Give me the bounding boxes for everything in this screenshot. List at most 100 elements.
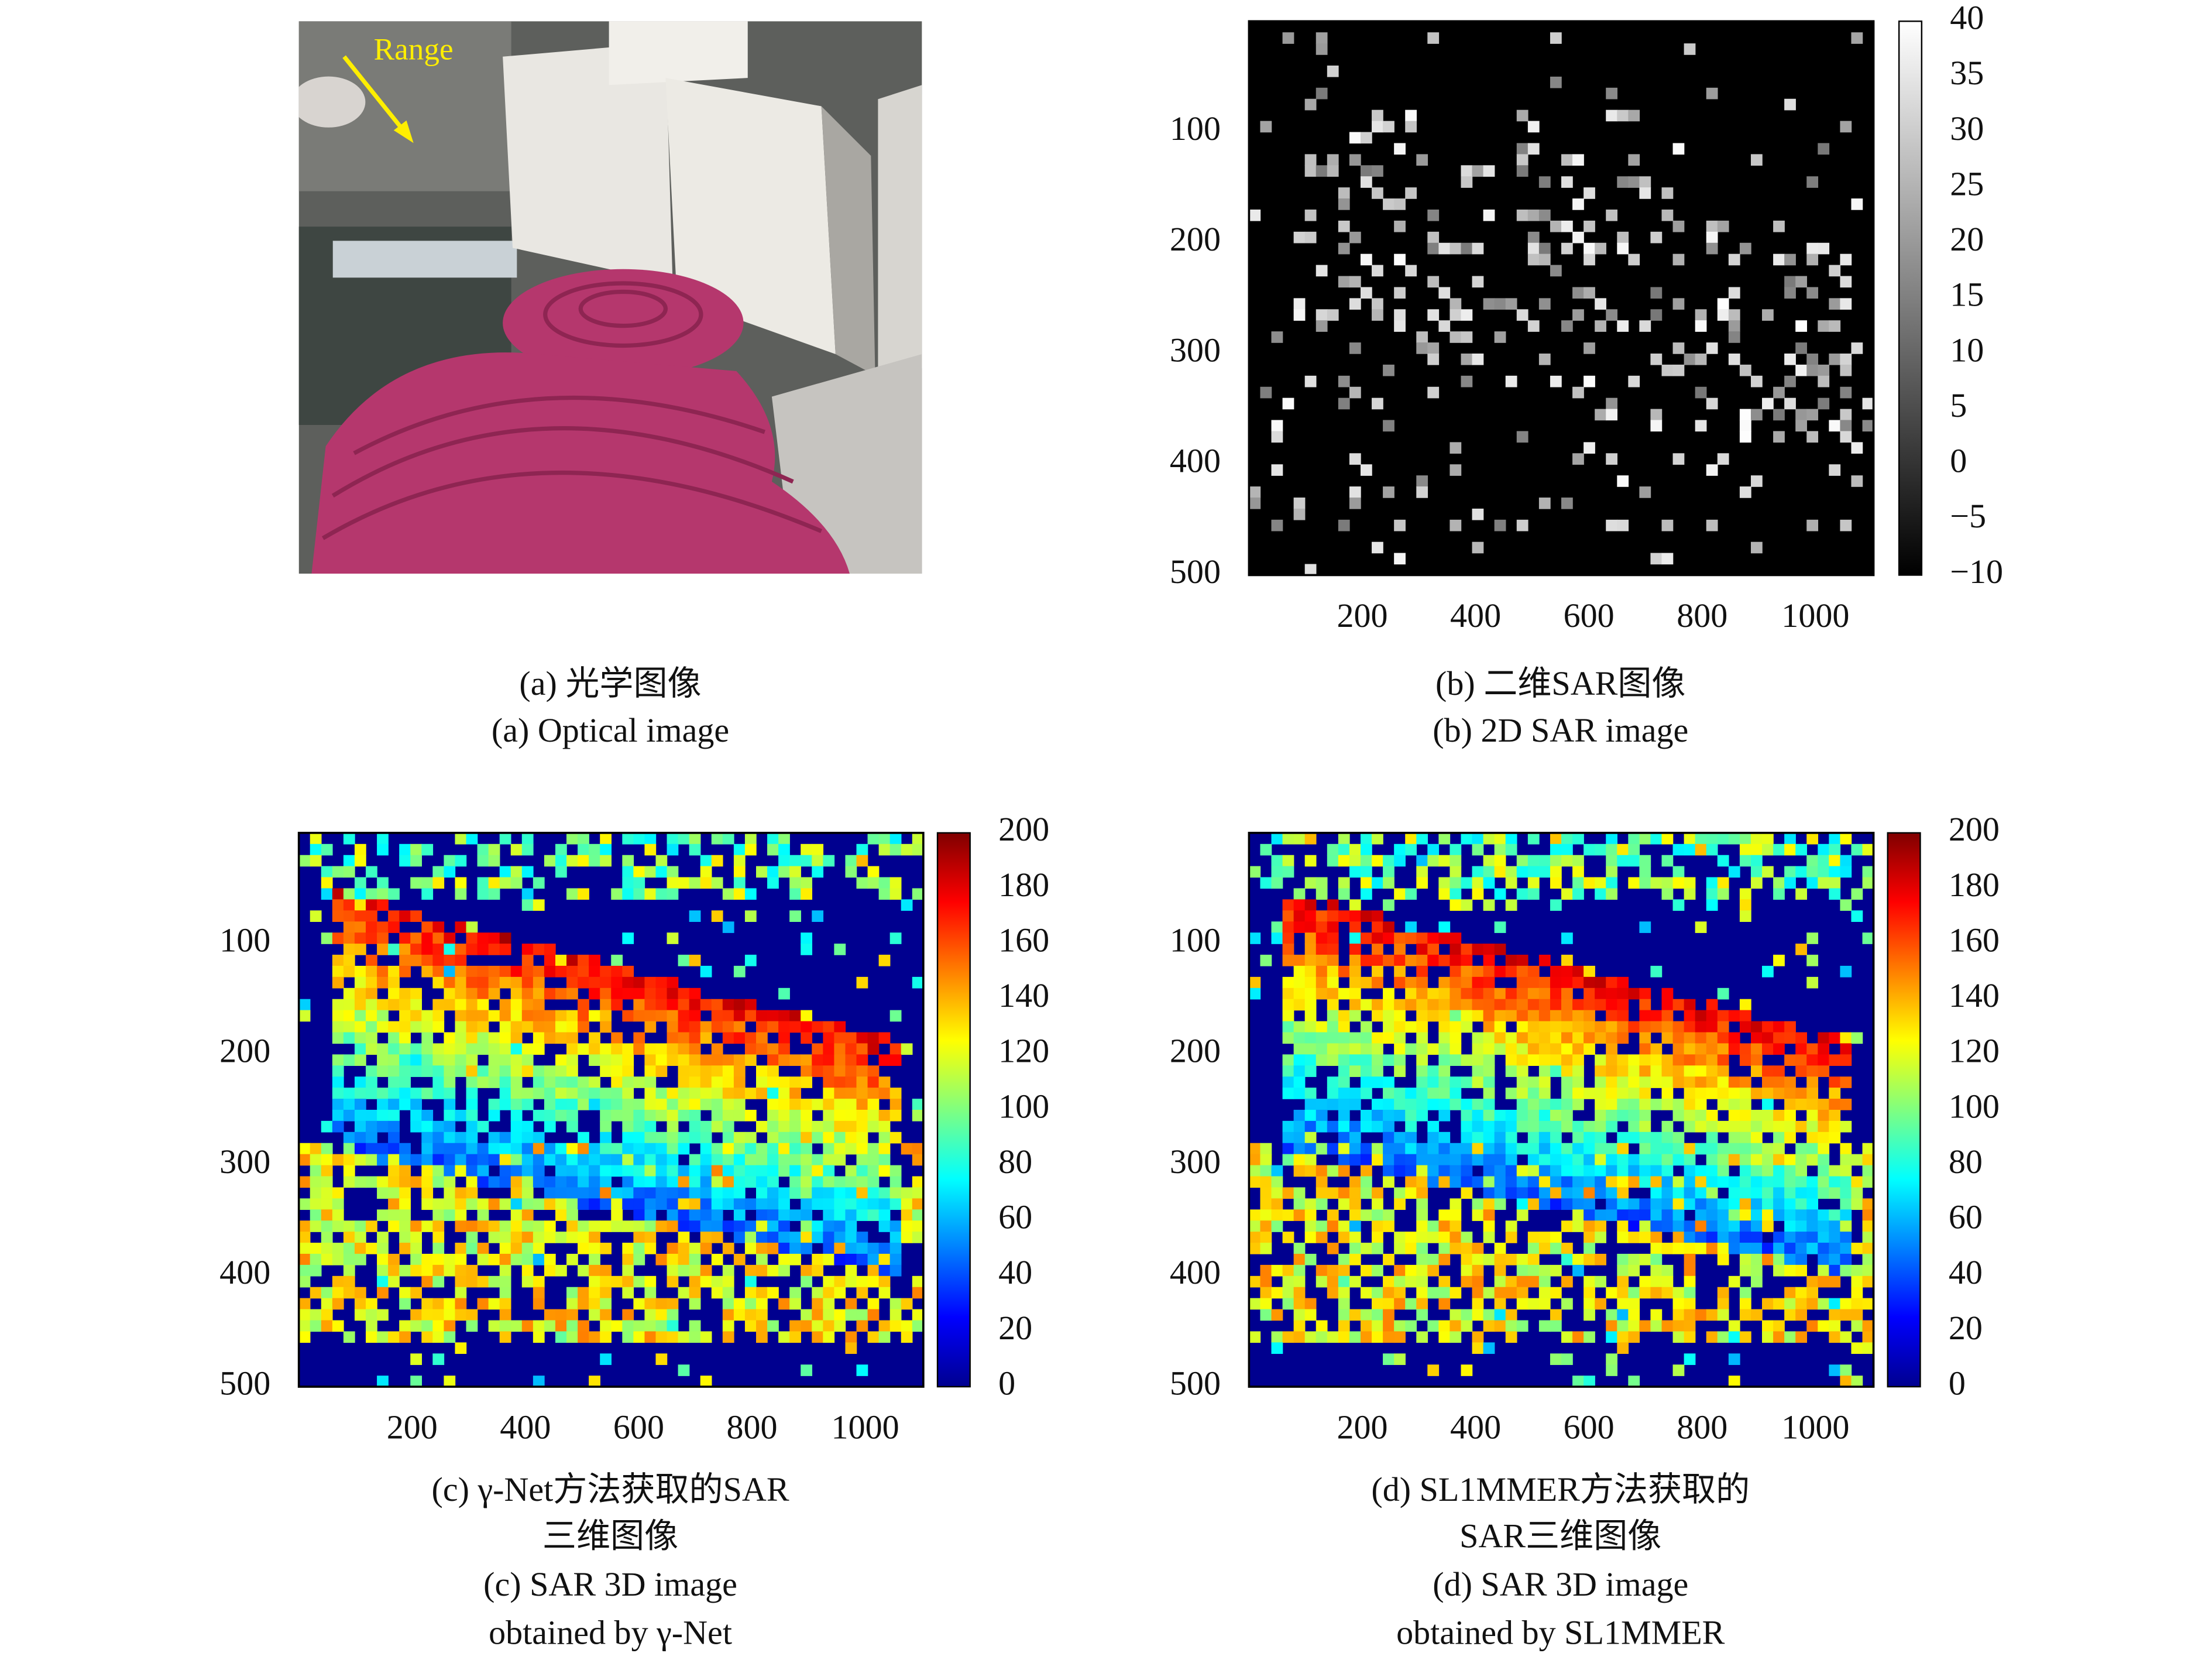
pixel (1739, 1054, 1751, 1066)
pixel (878, 888, 891, 900)
pixel (1483, 899, 1495, 911)
pixel (1606, 309, 1618, 321)
pixel (321, 1253, 333, 1266)
pixel (622, 1331, 634, 1343)
pixel (589, 843, 600, 856)
pixel (1784, 253, 1796, 266)
pixel (1405, 1143, 1417, 1155)
pixel (1372, 921, 1383, 933)
pixel (444, 1376, 456, 1387)
pixel (1795, 276, 1807, 288)
pixel (1706, 1054, 1718, 1066)
pixel (1516, 1120, 1529, 1133)
pixel (1405, 1088, 1417, 1099)
pixel (1717, 1243, 1729, 1254)
pixel (689, 955, 701, 966)
pixel (1427, 1320, 1440, 1332)
pixel (755, 1331, 768, 1343)
pixel (377, 1043, 389, 1055)
pixel (1851, 1187, 1863, 1199)
pixel (1572, 1131, 1584, 1144)
pixel (499, 1220, 511, 1232)
pixel (1806, 242, 1819, 255)
pixel (1315, 265, 1328, 277)
pixel (343, 965, 355, 978)
pixel (1416, 1099, 1428, 1110)
pixel (354, 1021, 366, 1033)
pixel (1728, 331, 1740, 343)
pixel (1527, 1165, 1540, 1177)
pixel (901, 1187, 913, 1199)
pixel (1617, 1165, 1629, 1177)
pixel (767, 866, 779, 878)
pixel (1271, 932, 1283, 944)
pixel (1572, 1143, 1584, 1155)
x-tick-label: 1000 (1781, 596, 1849, 635)
pixel (1762, 1209, 1774, 1221)
pixel (812, 855, 824, 867)
pixel (1405, 1120, 1417, 1133)
pixel (1672, 1209, 1685, 1221)
pixel (1684, 1065, 1696, 1077)
pixel (1851, 442, 1863, 454)
pixel (499, 1253, 511, 1266)
pixel (488, 1298, 500, 1310)
pixel (744, 1309, 757, 1321)
pixel (1829, 1076, 1841, 1088)
pixel (1394, 220, 1406, 232)
pixel (1650, 1076, 1663, 1088)
pixel (801, 1109, 813, 1122)
pixel (1394, 999, 1406, 1011)
pixel (1527, 209, 1540, 221)
pixel (1851, 888, 1863, 900)
pixel (812, 1220, 824, 1232)
pixel (801, 1176, 813, 1188)
pixel (1550, 265, 1562, 277)
pixel (1249, 1298, 1261, 1310)
pixel (1862, 1298, 1874, 1310)
pixel (1450, 976, 1462, 989)
pixel (1739, 1298, 1751, 1310)
pixel (856, 1364, 868, 1376)
pixel (432, 1076, 445, 1088)
pixel (1516, 1253, 1529, 1266)
pixel (1684, 1187, 1696, 1199)
pixel (1260, 1309, 1272, 1321)
x-tick-label: 800 (1677, 596, 1727, 635)
pixel (566, 888, 578, 900)
pixel (1483, 955, 1495, 966)
pixel (733, 1088, 746, 1099)
pixel (755, 1065, 768, 1077)
pixel (1862, 932, 1874, 944)
pixel (1561, 1088, 1573, 1099)
pixel (1372, 187, 1383, 199)
pixel (1472, 242, 1484, 255)
pixel (1327, 1220, 1339, 1232)
pixel (1304, 1109, 1317, 1122)
pixel (343, 1143, 355, 1155)
pixel (521, 866, 534, 878)
pixel (1494, 944, 1506, 955)
pixel (578, 1298, 589, 1310)
pixel (1293, 1309, 1306, 1321)
pixel (700, 1021, 712, 1033)
pixel (1739, 1076, 1751, 1088)
colorbar-tick-label: 180 (1949, 866, 2000, 904)
pixel (1795, 1032, 1807, 1044)
pixel (1806, 866, 1819, 878)
pixel (1550, 1154, 1562, 1166)
pixel (655, 1220, 668, 1232)
pixel (755, 1076, 768, 1088)
pixel (1450, 1209, 1462, 1221)
pixel (1784, 375, 1796, 387)
pixel (455, 877, 467, 889)
pixel (1249, 1331, 1261, 1343)
pixel (655, 1054, 668, 1066)
pixel (878, 1209, 891, 1221)
pixel (600, 1176, 612, 1188)
pixel (1840, 1253, 1852, 1266)
pixel (1617, 1143, 1629, 1155)
pixel (1806, 1143, 1819, 1155)
pixel (611, 976, 623, 989)
pixel (889, 1198, 902, 1210)
